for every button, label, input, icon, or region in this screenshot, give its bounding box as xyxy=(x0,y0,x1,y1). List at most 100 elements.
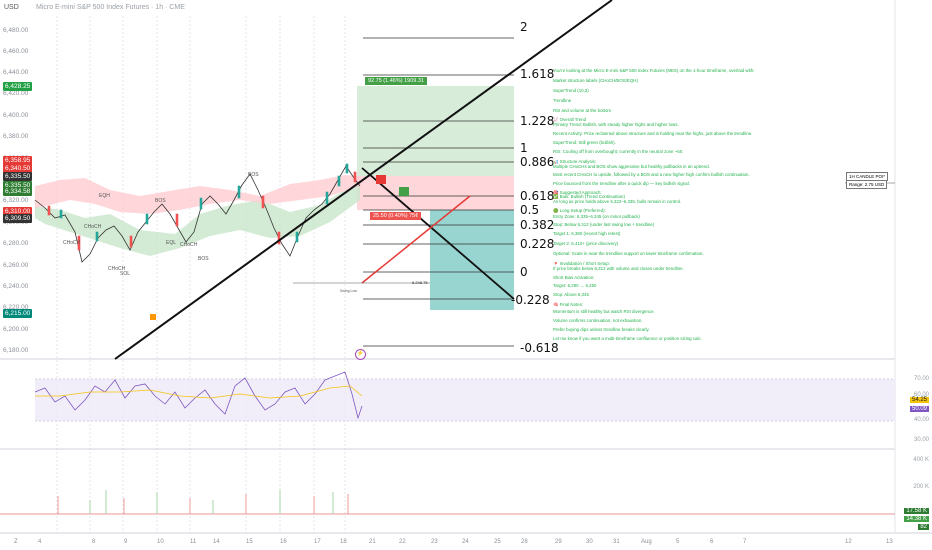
price-tick-label: 6,440.00 xyxy=(3,69,29,76)
red-projection-line[interactable] xyxy=(361,195,471,284)
stop-marker[interactable] xyxy=(376,175,386,184)
fib-lines[interactable] xyxy=(363,37,514,347)
fib-level-label: 2 xyxy=(520,20,528,34)
time-tick-label: 8 xyxy=(92,539,96,545)
fib-level-label: 0.5 xyxy=(520,203,540,217)
analysis-note: If price breaks below 6,312 with volume … xyxy=(553,266,684,271)
analysis-note: Optional: Scale in near the trendline su… xyxy=(553,251,704,256)
main-trendline[interactable] xyxy=(114,0,613,360)
volume-tick-label: 400 K xyxy=(913,457,929,463)
time-tick-label: 31 xyxy=(613,539,620,545)
analysis-note: Momentum is still healthy but watch RSI … xyxy=(553,309,655,314)
price-badge: 6,310.00 xyxy=(3,207,33,216)
analysis-note: Recent Activity: Price reclaimed above s… xyxy=(553,131,753,136)
fib-level-label: 0.618 xyxy=(520,189,555,203)
flag-icon[interactable] xyxy=(150,314,156,320)
lightning-icon[interactable]: ⚡ xyxy=(355,349,366,360)
time-tick-label: 6 xyxy=(710,539,714,545)
analysis-note: 📊 Structure Analysis: xyxy=(553,159,597,164)
price-tick-label: 6,460.00 xyxy=(3,48,29,55)
analysis-note: Stop: Below 6,312 (under last swing low … xyxy=(553,222,655,227)
time-tick-label: 30 xyxy=(586,539,593,545)
analysis-note: 🟢 Long Setup (Preferred): xyxy=(553,208,606,213)
target-label[interactable]: 92.75 (1.46%) 1909.31 xyxy=(365,77,427,85)
time-tick-label: 13 xyxy=(886,539,893,545)
stop-label[interactable]: 25.50 (0.40%) 75¢ xyxy=(370,212,422,220)
entry-marker[interactable] xyxy=(399,187,409,196)
analysis-note: 🔻 Invalidation / Short Setup: xyxy=(553,261,610,266)
analysis-note: RSI: Cooling off from overbought; curren… xyxy=(553,149,684,154)
time-tick-label: 21 xyxy=(369,539,376,545)
fib-level-label: 1.228 xyxy=(520,114,555,128)
fib-level-label: 0.382 xyxy=(520,218,555,232)
mid-price-label: 6,248.75 xyxy=(412,280,428,285)
time-tick-label: 9 xyxy=(124,539,128,545)
price-tick-label: 6,240.00 xyxy=(3,283,29,290)
price-badge: 6,340.50 xyxy=(3,164,33,173)
bos-label: BOS xyxy=(248,172,259,178)
swing-low-label: Swing Low xyxy=(340,289,357,293)
eql-label: EQL xyxy=(166,240,177,246)
fib-level-label: 0.886 xyxy=(520,155,555,169)
symbol-title[interactable]: Micro E-mini S&P 500 Index Futures · 1h … xyxy=(36,4,185,11)
time-tick-label: 24 xyxy=(462,539,469,545)
sol-label: SOL xyxy=(120,271,131,277)
analysis-note: Primary Trend: Bullish, with steady high… xyxy=(553,122,679,127)
price-badge: 6,428.25 xyxy=(3,82,33,91)
analysis-note: SuperTrend (10,3) xyxy=(553,88,589,93)
short-zone[interactable] xyxy=(430,210,514,310)
analysis-note: Target: 6,290 → 6,250 xyxy=(553,283,597,288)
time-tick-label: 16 xyxy=(280,539,287,545)
analysis-note: Target 1: 6,380 (recent high retest) xyxy=(553,231,621,236)
volume-tick-label: 200 K xyxy=(913,484,929,490)
down-projection-line[interactable] xyxy=(361,167,515,300)
fib-level-label: 0 xyxy=(520,265,528,279)
time-tick-label: 14 xyxy=(213,539,220,545)
rsi-tick-label: 30.00 xyxy=(913,437,929,443)
fib-level-label: -0.618 xyxy=(520,341,559,355)
analysis-note: As long as price holds above 6,322–6,335… xyxy=(553,199,682,204)
time-tick-label: 29 xyxy=(555,539,562,545)
rsi-band xyxy=(35,379,895,421)
range-label[interactable]: Range: 2.75 USD xyxy=(846,180,888,189)
z-icon[interactable]: Z xyxy=(14,539,18,545)
analysis-note: Prefer buying dips unless trendline brea… xyxy=(553,327,650,332)
choch-label: CHoCH xyxy=(180,242,198,248)
analysis-note: 📈 Overall Trend xyxy=(553,117,587,122)
time-tick-label: Aug xyxy=(641,539,652,545)
currency-label: USD xyxy=(4,4,19,11)
session-separators xyxy=(56,16,346,533)
price-badge: 6,215.00 xyxy=(3,309,33,318)
bos-label: BOS xyxy=(155,198,166,204)
time-tick-label: 18 xyxy=(340,539,347,545)
choch-label: CHoCH xyxy=(63,240,81,246)
choch-label: CHoCH xyxy=(108,266,126,272)
time-tick-label: 5 xyxy=(676,539,680,545)
price-tick-label: 6,220.00 xyxy=(3,304,29,311)
analysis-note: Multiple CHoCHs and BOS show aggressive … xyxy=(553,164,710,169)
analysis-note: RSI and volume at the bottom xyxy=(553,108,612,113)
price-tick-label: 6,480.00 xyxy=(3,27,29,34)
eqh-label: EQH xyxy=(99,193,110,199)
fib-level-label: 1 xyxy=(520,141,528,155)
time-tick-label: 28 xyxy=(521,539,528,545)
fib-level-label: 0.228 xyxy=(520,237,555,251)
analysis-note: 🧠 Final Notes: xyxy=(553,302,584,307)
analysis-note: Target 2: 6,410+ (price discovery) xyxy=(553,241,619,246)
time-tick-label: 12 xyxy=(845,539,852,545)
rsi-ma-badge: 54.25 xyxy=(909,397,929,403)
time-tick-label: 11 xyxy=(190,539,197,545)
price-badge: 6,335.50 xyxy=(3,181,33,190)
rsi-value-badge: 50.09 xyxy=(909,406,929,412)
price-tick-label: 6,380.00 xyxy=(3,133,29,140)
analysis-note: Short Bias Activation: xyxy=(553,275,595,280)
long-target-zone[interactable] xyxy=(357,86,514,176)
volume-badge: 17.58 K xyxy=(904,508,929,514)
time-tick-label: 10 xyxy=(157,539,164,545)
analysis-note: SuperTrend: Still green (bullish). xyxy=(553,140,616,145)
time-tick-label: 22 xyxy=(399,539,406,545)
time-tick-label: 23 xyxy=(431,539,438,545)
price-tick-label: 6,280.00 xyxy=(3,240,29,247)
price-badge: 6,334.58 xyxy=(3,187,33,196)
